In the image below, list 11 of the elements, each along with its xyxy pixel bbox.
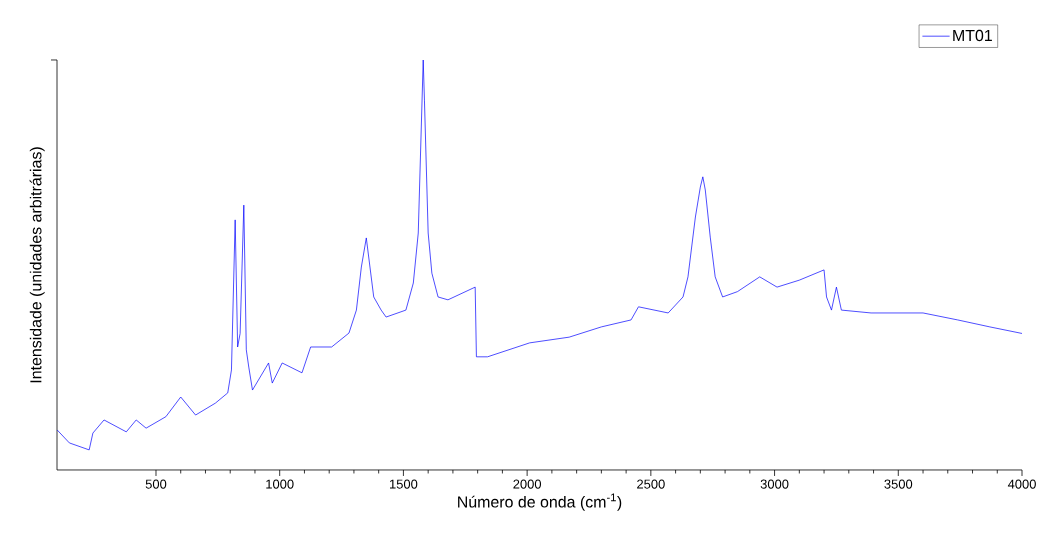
- x-tick-label: 4000: [1007, 479, 1036, 489]
- x-tick-label: 3000: [760, 479, 789, 489]
- x-tick-label: 2000: [513, 479, 542, 489]
- legend-label: MT01: [953, 29, 992, 42]
- x-tick-label: 500: [145, 479, 167, 489]
- x-tick-label: 1500: [390, 479, 418, 489]
- x-tick-label: 1000: [266, 479, 294, 489]
- x-axis-title: Número de onda (cm$^{-1}$): [458, 493, 622, 511]
- x-tick-label: 3500: [884, 479, 913, 489]
- x-tick-label: 2500: [637, 479, 665, 489]
- y-axis-title: Intensidade (unidades arbitrárias): [29, 147, 45, 383]
